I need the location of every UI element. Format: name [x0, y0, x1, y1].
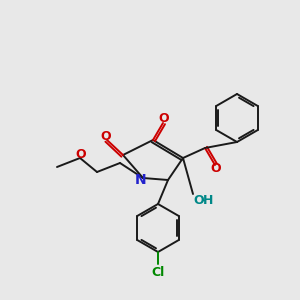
- Text: O: O: [101, 130, 111, 142]
- Text: H: H: [203, 194, 213, 206]
- Text: N: N: [135, 173, 147, 187]
- Text: Cl: Cl: [152, 266, 165, 278]
- Text: O: O: [211, 163, 221, 176]
- Text: O: O: [76, 148, 86, 161]
- Text: O: O: [194, 194, 204, 206]
- Text: O: O: [159, 112, 169, 125]
